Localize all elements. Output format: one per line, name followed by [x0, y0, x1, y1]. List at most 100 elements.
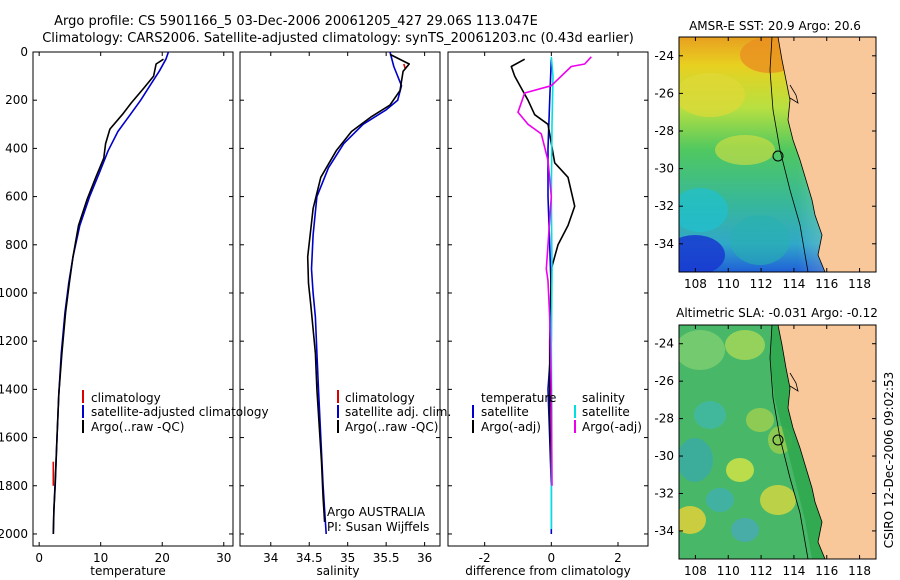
sla-map-frame: [678, 324, 877, 560]
map-y-tick-label: -26: [654, 86, 674, 100]
map-y-tick-label: -34: [654, 524, 674, 538]
x-tick-label: 0: [548, 551, 556, 565]
map-y-tick-label: -24: [654, 337, 674, 351]
legend-label-climatology: climatology: [345, 391, 415, 405]
map-x-tick-label: 114: [782, 277, 805, 291]
x-tick-label: 2: [614, 551, 622, 565]
series-satellite-adj-clim: [310, 51, 403, 535]
legend-title-temperature: temperature: [481, 391, 556, 405]
legend-label-salinity-argo: Argo(-adj): [582, 420, 642, 434]
map-x-tick-label: 108: [684, 277, 707, 291]
map-x-tick-label: 116: [815, 564, 838, 578]
temperature-legend: climatology satellite-adjusted climatolo…: [82, 390, 269, 434]
x-tick-label: 35: [340, 551, 355, 565]
map-x-tick-label: 118: [848, 277, 871, 291]
sst-map-field: [679, 37, 876, 272]
y-tick-label: 800: [5, 238, 28, 252]
x-tick-label: 36: [417, 551, 432, 565]
sst-map-panel: AMSR-E SST: 20.9 Argo: 20.6 -24 -26 -28 -30…: [654, 19, 877, 291]
legend-label-argo: Argo(..raw -QC): [91, 420, 184, 434]
legend-title-salinity: salinity: [582, 391, 625, 405]
x-tick-label: 0: [35, 551, 43, 565]
map-x-tick-label: 118: [848, 564, 871, 578]
series-argo-raw-qc: [52, 58, 164, 535]
map-x-tick-label: 110: [717, 277, 740, 291]
legend-label-temperature-argo: Argo(-adj): [481, 420, 541, 434]
sst-map-frame: [678, 36, 877, 273]
x-tick-label: -2: [479, 551, 491, 565]
x-tick-label: 10: [93, 551, 108, 565]
title-line-2: Climatology: CARS2006. Satellite-adjuste…: [42, 31, 634, 46]
difference-legend: temperature satellite Argo(-adj) salinit…: [472, 391, 642, 434]
y-tick-label: 600: [5, 190, 28, 204]
series-temperature-argo-adj: [510, 58, 576, 486]
legend-label-argo: Argo(..raw -QC): [345, 420, 438, 434]
sla-map-panel: Altimetric SLA: -0.031 Argo: -0.12: [654, 306, 878, 578]
map-x-tick-label: 112: [750, 277, 773, 291]
difference-x-ticks: -2 0 2: [479, 52, 622, 565]
series-salinity-argo-adj: [517, 56, 592, 486]
sla-map-title: Altimetric SLA: -0.031 Argo: -0.12: [676, 306, 878, 320]
salinity-annotation-line-2: PI: Susan Wijffels: [327, 520, 429, 534]
difference-xlabel: difference from climatology: [465, 564, 631, 578]
y-tick-label: 1400: [0, 382, 28, 396]
map-y-tick-label: -30: [654, 162, 674, 176]
temperature-panel: 0 200 400 600 800 1000 1200 1400 1600 1800 2000 0 1…: [0, 45, 269, 578]
footer-credit: CSIRO 12-Dec-2006 09:02:53: [882, 372, 896, 549]
sst-map-y-ticks: -24 -26 -28 -30 -32 -34: [654, 49, 876, 251]
legend-label-satellite-adj: satellite adj. clim.: [345, 405, 451, 419]
sla-profile-location-marker: [772, 434, 784, 446]
series-satellite-adjusted-climatology: [52, 51, 170, 535]
map-x-tick-label: 116: [815, 277, 838, 291]
sst-map-title: AMSR-E SST: 20.9 Argo: 20.6: [689, 19, 861, 33]
legend-label-climatology: climatology: [91, 391, 161, 405]
difference-axes-frame: [447, 51, 649, 547]
sst-profile-location-marker: [772, 150, 784, 162]
sla-map-x-ticks: 108 110 112 114 116 118: [684, 325, 871, 578]
y-tick-label: 2000: [0, 527, 28, 541]
map-y-tick-label: -24: [654, 49, 674, 63]
x-tick-label: 35.5: [373, 551, 400, 565]
x-tick-label: 30: [216, 551, 231, 565]
salinity-legend: climatology satellite adj. clim. Argo(..…: [337, 390, 451, 434]
map-y-tick-label: -32: [654, 486, 674, 500]
y-tick-label: 0: [20, 45, 28, 59]
salinity-xlabel: salinity: [316, 564, 359, 578]
salinity-panel: 34 34.5 35 35.5 36 climatology satellite adj…: [239, 51, 451, 578]
salinity-x-ticks: 34 34.5 35 35.5 36: [263, 52, 432, 565]
temperature-series: [52, 51, 170, 535]
map-y-tick-label: -34: [654, 237, 674, 251]
map-x-tick-label: 112: [750, 564, 773, 578]
y-tick-label: 400: [5, 141, 28, 155]
series-argo-raw-qc: [306, 53, 411, 522]
salinity-y-ticks: [240, 51, 440, 535]
y-tick-label: 200: [5, 93, 28, 107]
temperature-y-ticks: 0 200 400 600 800 1000 1200 1400 1600 1800 2000: [0, 45, 233, 541]
map-x-tick-label: 114: [782, 564, 805, 578]
sla-map-y-ticks: -24 -26 -28 -30 -32 -34: [654, 337, 876, 538]
map-y-tick-label: -28: [654, 412, 674, 426]
legend-label-temperature-satellite: satellite: [481, 405, 529, 419]
salinity-annotation-line-1: Argo AUSTRALIA: [327, 505, 426, 519]
sla-map-field: [679, 325, 876, 559]
x-tick-label: 34.5: [296, 551, 323, 565]
legend-label-satellite-adjusted: satellite-adjusted climatology: [91, 405, 269, 419]
temperature-xlabel: temperature: [90, 564, 165, 578]
y-tick-label: 1600: [0, 431, 28, 445]
sst-map-x-ticks: 108 110 112 114 116 118: [684, 37, 871, 291]
difference-y-ticks: [448, 51, 648, 535]
x-tick-label: 34: [263, 551, 278, 565]
y-tick-label: 1000: [0, 286, 28, 300]
salinity-series: [306, 51, 411, 535]
salinity-axes-frame: [239, 51, 441, 547]
map-y-tick-label: -28: [654, 124, 674, 138]
difference-series: [510, 56, 592, 534]
legend-label-salinity-satellite: satellite: [582, 405, 630, 419]
map-y-tick-label: -26: [654, 374, 674, 388]
map-x-tick-label: 108: [684, 564, 707, 578]
map-x-tick-label: 110: [717, 564, 740, 578]
y-tick-label: 1800: [0, 479, 28, 493]
temperature-axes-frame: [32, 51, 234, 547]
map-y-tick-label: -30: [654, 449, 674, 463]
